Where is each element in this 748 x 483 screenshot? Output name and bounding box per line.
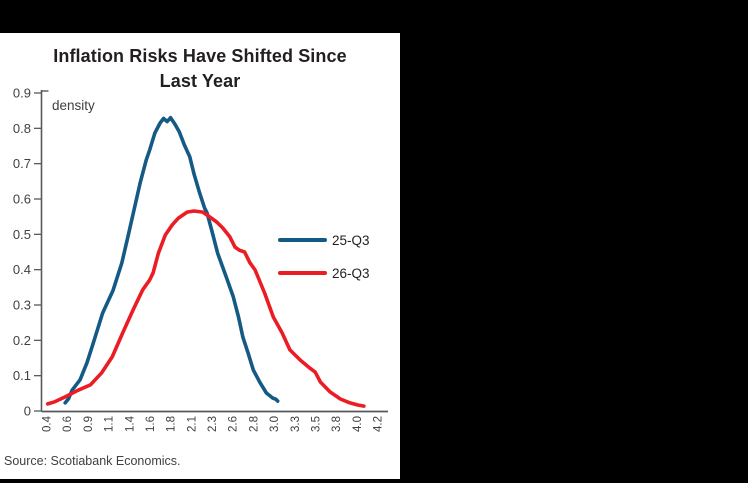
y-axis-unit-label: density	[52, 98, 95, 113]
source-note: Source: Scotiabank Economics.	[4, 454, 181, 468]
x-tick-label: 4.0	[352, 416, 364, 432]
x-tick-label: 3.8	[331, 416, 343, 432]
x-tick-label: 0.4	[42, 415, 54, 432]
y-tick-label: 0.8	[13, 121, 31, 136]
y-tick-label: 0.6	[13, 192, 31, 207]
x-tick-label: 3.5	[310, 416, 322, 432]
series-line-26-Q3	[45, 209, 366, 408]
legend-label-26q3: 26-Q3	[332, 265, 370, 281]
legend-line-red	[278, 271, 327, 275]
legend-item-25q3: 25-Q3	[278, 232, 370, 248]
x-tick-label: 2.8	[248, 416, 260, 432]
y-tick-label: 0.7	[13, 156, 31, 171]
legend-item-26q3: 26-Q3	[278, 265, 370, 281]
x-tick-label: 1.6	[145, 416, 157, 432]
legend-line-blue	[278, 238, 327, 242]
x-tick-label: 3.0	[269, 416, 281, 432]
x-tick-label: 1.1	[104, 416, 116, 432]
y-tick-label: 0.3	[13, 298, 31, 313]
x-tick-label: 2.6	[228, 416, 240, 432]
y-tick-label: 0.9	[13, 86, 31, 101]
series-line-25-Q3	[63, 115, 280, 405]
y-tick-label: 0.1	[13, 368, 31, 383]
x-tick-label: 0.9	[83, 416, 95, 432]
x-tick-label: 4.2	[373, 416, 385, 432]
chart-title-line1: Inflation Risks Have Shifted Since	[53, 46, 347, 66]
y-tick-label: 0.5	[13, 227, 31, 242]
x-tick-label: 1.4	[124, 415, 136, 432]
x-tick-label: 0.6	[62, 416, 74, 432]
y-tick-label: 0.4	[13, 262, 31, 277]
chart-title-line2: Last Year	[159, 71, 241, 91]
x-tick-label: 2.1	[186, 416, 198, 432]
y-tick-label: 0	[24, 404, 31, 419]
y-tick-label: 0.2	[13, 333, 31, 348]
x-tick-label: 1.8	[166, 416, 178, 432]
legend-label-25q3: 25-Q3	[332, 232, 370, 248]
chart-panel: Inflation Risks Have Shifted Since Last …	[0, 33, 400, 479]
plot-area: 0 0.1 0.2 0.3 0.4 0.5 0.6 0.7 0.8 0.9 0.4 0.6 0.9 1.1…	[13, 86, 388, 432]
x-tick-label: 3.3	[290, 416, 302, 432]
x-tick-label: 2.3	[207, 416, 219, 432]
chart-title: Inflation Risks Have Shifted Since Last …	[0, 44, 400, 94]
